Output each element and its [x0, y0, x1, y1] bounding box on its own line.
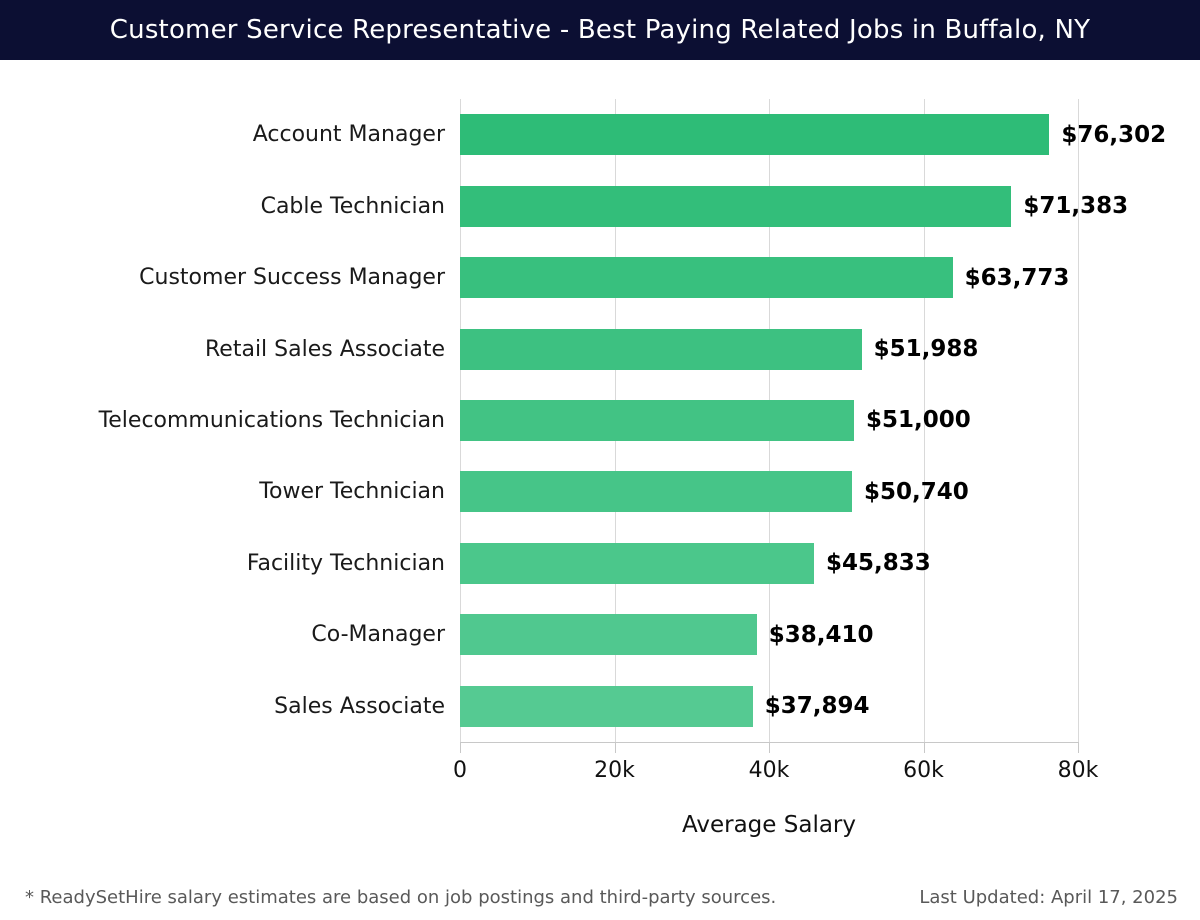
bar: [460, 542, 815, 584]
gridline: [923, 99, 925, 742]
header: Customer Service Representative - Best P…: [0, 0, 1200, 60]
bar: [460, 257, 953, 299]
category-label: Telecommunications Technician: [98, 407, 445, 433]
category-label: Co-Manager: [311, 622, 445, 648]
bar: [460, 185, 1012, 227]
bar-value-label: $45,833: [826, 550, 931, 577]
x-tick: [614, 742, 616, 753]
category-label: Retail Sales Associate: [205, 336, 445, 362]
x-tick-label: 80k: [1057, 758, 1099, 783]
bar-value-label: $51,988: [873, 336, 979, 363]
bar: [460, 471, 852, 513]
bar: [460, 328, 862, 370]
x-tick: [769, 742, 770, 753]
chart-area: Account Manager Cable Technician Customer …: [0, 60, 1200, 870]
x-tick-label: 20k: [594, 758, 635, 783]
x-tick-label: 0: [453, 758, 467, 783]
bar: [460, 614, 757, 656]
bar-value-label: $71,383: [1023, 193, 1129, 220]
x-tick: [1078, 742, 1079, 753]
category-label: Cable Technician: [260, 193, 445, 219]
bar: [460, 114, 1050, 156]
category-label: Facility Technician: [246, 550, 445, 576]
gridline: [1078, 99, 1079, 742]
x-tick: [460, 742, 461, 753]
bar: [460, 400, 854, 441]
bar-value-label: $76,302: [1061, 121, 1167, 148]
last-updated: Last Updated: April 17, 2025: [919, 887, 1178, 908]
bar-value-label: $63,773: [964, 264, 1070, 291]
chart-title: Customer Service Representative - Best P…: [109, 15, 1091, 45]
category-label: Tower Technician: [259, 479, 445, 505]
source-note: * ReadySetHire salary estimates are base…: [25, 887, 777, 908]
category-label: Sales Associate: [274, 693, 445, 719]
bar-value-label: $38,410: [768, 621, 874, 648]
bar-value-label: $50,740: [863, 478, 969, 505]
x-tick: [923, 742, 925, 753]
x-tick-label: 60k: [903, 758, 944, 783]
category-label: Account Manager: [252, 122, 445, 148]
category-labels: Account Manager Cable Technician Customer …: [0, 99, 445, 742]
category-label: Customer Success Manager: [139, 265, 445, 291]
x-axis-title: Average Salary: [681, 812, 856, 838]
bar-value-label: $51,000: [865, 407, 971, 434]
footer: * ReadySetHire salary estimates are base…: [25, 887, 1178, 908]
bar: [460, 685, 753, 727]
x-axis: 0 20k 40k 60k 80k: [453, 742, 1098, 802]
x-tick-label: 40k: [748, 758, 790, 783]
plot-area: $76,302 $71,383 $63,773 $51,988 $51,000 $50,7…: [460, 99, 1166, 743]
bar-value-label: $37,894: [764, 693, 870, 720]
